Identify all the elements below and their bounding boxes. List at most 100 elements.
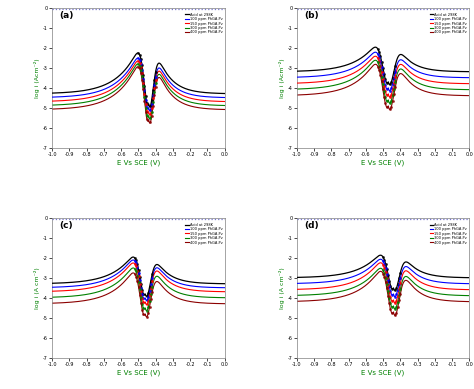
Point: [148, 97, 155, 103]
300 ppm PhGA-Pv: [115, 280, 121, 284]
100 ppm PhGA-Pv: [123, 72, 128, 76]
400 ppm PhGA-Pv: [222, 301, 228, 306]
Point: [138, 301, 146, 307]
Acid at 298K: [445, 69, 450, 74]
Acid at 298K: [314, 274, 319, 279]
150 ppm PhGA-Pv: [79, 96, 85, 101]
Acid at 298K: [130, 255, 136, 259]
Line: 150 ppm PhGA-Pv: 150 ppm PhGA-Pv: [52, 61, 225, 115]
150 ppm PhGA-Pv: [222, 99, 228, 104]
Acid at 298K: [123, 67, 128, 72]
Line: 400 ppm PhGA-Pv: 400 ppm PhGA-Pv: [52, 273, 225, 317]
Point: [397, 286, 404, 292]
Point: [378, 74, 385, 80]
100 ppm PhGA-Pv: [79, 93, 85, 97]
Point: [135, 270, 142, 276]
Point: [131, 255, 139, 261]
Point: [138, 291, 146, 297]
400 ppm PhGA-Pv: [466, 93, 472, 98]
Point: [382, 279, 389, 285]
400 ppm PhGA-Pv: [378, 269, 383, 274]
300 ppm PhGA-Pv: [79, 293, 85, 298]
Point: [143, 297, 151, 303]
Point: [385, 283, 393, 289]
400 ppm PhGA-Pv: [360, 74, 366, 79]
Acid at 298K: [373, 45, 378, 49]
400 ppm PhGA-Pv: [130, 271, 136, 275]
Point: [147, 278, 155, 284]
Acid at 298K: [123, 261, 128, 266]
Point: [378, 69, 385, 75]
100 ppm PhGA-Pv: [69, 284, 74, 289]
150 ppm PhGA-Pv: [294, 81, 300, 86]
Point: [381, 270, 388, 277]
Acid at 298K: [79, 88, 85, 93]
100 ppm PhGA-Pv: [219, 95, 224, 100]
Point: [374, 55, 382, 61]
400 ppm PhGA-Pv: [324, 297, 329, 302]
100 ppm PhGA-Pv: [147, 109, 153, 113]
150 ppm PhGA-Pv: [115, 274, 121, 279]
Point: [135, 267, 142, 273]
Point: [379, 267, 387, 273]
150 ppm PhGA-Pv: [360, 65, 366, 69]
Point: [143, 108, 151, 114]
Point: [390, 68, 398, 75]
400 ppm PhGA-Pv: [466, 299, 472, 304]
150 ppm PhGA-Pv: [144, 302, 149, 307]
Point: [382, 76, 389, 82]
Line: 300 ppm PhGA-Pv: 300 ppm PhGA-Pv: [297, 268, 469, 309]
Point: [135, 50, 142, 56]
100 ppm PhGA-Pv: [466, 75, 472, 80]
Point: [141, 98, 148, 104]
300 ppm PhGA-Pv: [123, 273, 128, 277]
Point: [148, 271, 156, 277]
300 ppm PhGA-Pv: [378, 266, 383, 271]
Point: [152, 84, 159, 90]
100 ppm PhGA-Pv: [392, 294, 398, 299]
Point: [135, 61, 142, 67]
Y-axis label: log i (Acm⁻²): log i (Acm⁻²): [279, 58, 285, 98]
Line: 400 ppm PhGA-Pv: 400 ppm PhGA-Pv: [297, 64, 469, 109]
Point: [384, 287, 392, 294]
Point: [132, 263, 140, 270]
400 ppm PhGA-Pv: [135, 65, 141, 69]
Point: [134, 278, 141, 284]
Point: [388, 298, 395, 304]
Point: [131, 266, 139, 272]
300 ppm PhGA-Pv: [314, 86, 319, 90]
X-axis label: E Vs SCE (V): E Vs SCE (V): [117, 160, 160, 166]
Point: [397, 270, 404, 276]
Point: [395, 275, 403, 281]
Point: [137, 281, 145, 287]
Point: [148, 109, 155, 115]
Point: [132, 260, 140, 266]
Point: [380, 82, 388, 89]
Point: [148, 284, 156, 290]
300 ppm PhGA-Pv: [79, 100, 85, 105]
300 ppm PhGA-Pv: [200, 102, 206, 107]
Point: [389, 92, 396, 98]
Point: [375, 67, 383, 73]
400 ppm PhGA-Pv: [222, 107, 228, 112]
Text: (a): (a): [59, 11, 73, 19]
300 ppm PhGA-Pv: [69, 102, 74, 106]
Point: [392, 310, 400, 316]
150 ppm PhGA-Pv: [368, 58, 374, 62]
100 ppm PhGA-Pv: [314, 74, 319, 79]
Point: [375, 54, 383, 60]
Point: [380, 88, 388, 94]
Point: [379, 81, 387, 87]
Point: [150, 92, 158, 98]
Acid at 298K: [360, 54, 366, 59]
Point: [374, 63, 382, 70]
Point: [149, 95, 157, 102]
Acid at 298K: [368, 48, 374, 53]
Point: [385, 277, 393, 284]
400 ppm PhGA-Pv: [49, 107, 55, 111]
Point: [382, 82, 389, 88]
Point: [388, 310, 395, 316]
Acid at 298K: [115, 267, 121, 272]
Point: [379, 70, 387, 77]
Point: [136, 277, 144, 283]
